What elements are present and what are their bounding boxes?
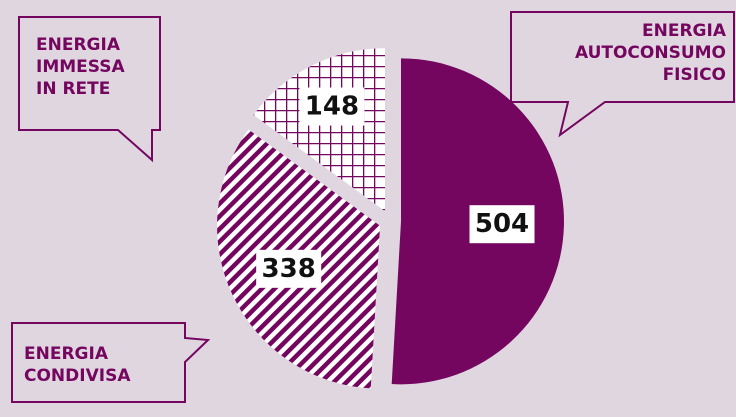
value-label: 148 xyxy=(305,92,359,122)
legend-label: ENERGIA CONDIVISA xyxy=(24,344,131,386)
callout-boxes xyxy=(11,11,735,403)
value-label-bg xyxy=(256,249,322,288)
callout-box xyxy=(18,16,161,163)
legend-label: ENERGIA IMMESSA IN RETE xyxy=(36,35,125,99)
legend-label: ENERGIA AUTOCONSUMO FISICO xyxy=(574,21,726,85)
pie: 504 338 148 xyxy=(217,48,564,389)
callout-box xyxy=(510,11,735,138)
value-label: 504 xyxy=(475,209,529,239)
value-label-bg xyxy=(299,87,365,126)
value-label-bg xyxy=(469,205,535,244)
value-label: 338 xyxy=(262,254,316,284)
callout-box xyxy=(11,322,211,403)
